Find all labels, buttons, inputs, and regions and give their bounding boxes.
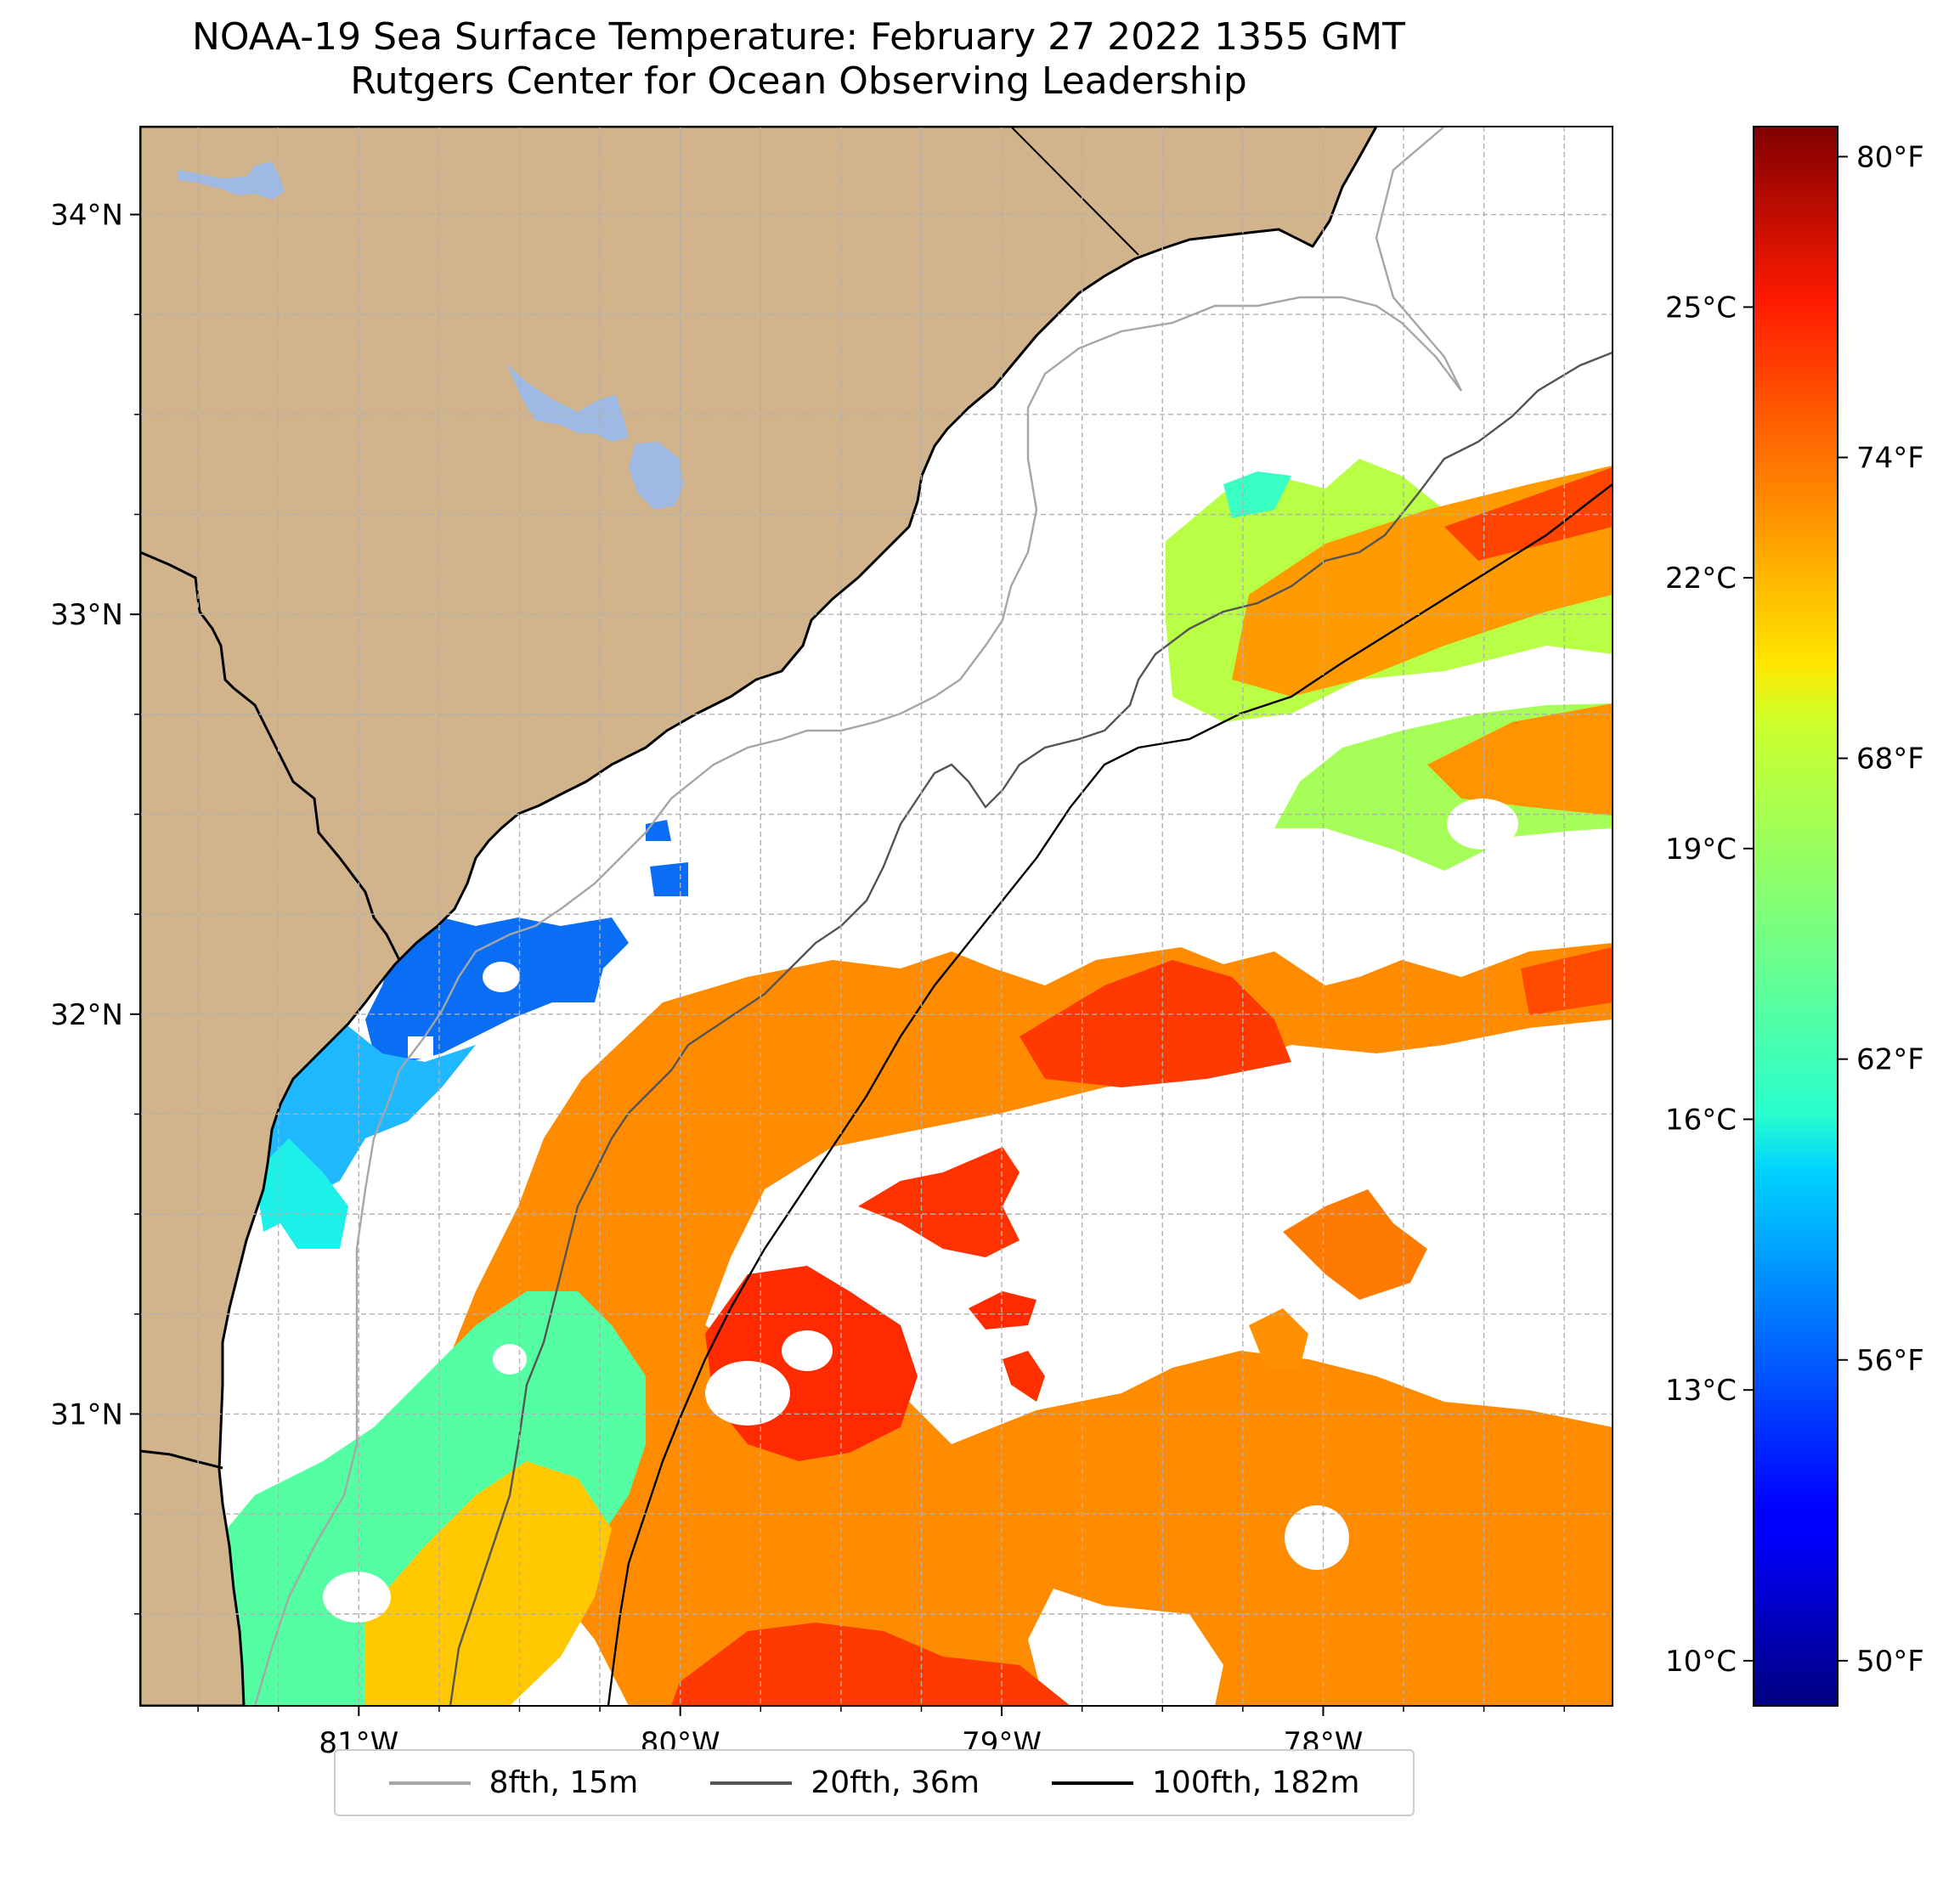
celsius-tick-label: 25°C: [1665, 291, 1737, 325]
land-mainland: [140, 127, 1378, 1706]
fahrenheit-tick-label: 80°F: [1856, 140, 1924, 174]
isobath-20fth: [449, 351, 1613, 1706]
sst-patch-island-c: [969, 1291, 1036, 1330]
celsius-tick-label: 10°C: [1665, 1645, 1737, 1679]
legend-line-100fth: [1052, 1781, 1134, 1785]
legend-label-100fth: 100fth, 182m: [1152, 1765, 1360, 1800]
isobath-legend: 8fth, 15m 20fth, 36m 100fth, 182m: [334, 1749, 1415, 1816]
legend-line-20fth: [710, 1781, 793, 1785]
sst-gap-east-mid: [1447, 799, 1518, 850]
fahrenheit-tick-label: 68°F: [1856, 742, 1924, 776]
sst-gap-3: [1285, 1505, 1349, 1570]
sst-gap-2: [782, 1330, 833, 1371]
celsius-tick-label: 22°C: [1665, 562, 1737, 596]
legend-entry-100fth: 100fth, 182m: [1052, 1765, 1359, 1800]
sst-patch-hot-south: [671, 1623, 1070, 1706]
isobath-100fth: [607, 483, 1613, 1706]
sst-patch-coastal-blue-spot-2: [650, 862, 688, 896]
lake-north: [178, 161, 285, 200]
title-line-2: Rutgers Center for Ocean Observing Leade…: [350, 59, 1247, 103]
celsius-tick-label: 13°C: [1665, 1374, 1737, 1408]
sst-patch-island-d: [1003, 1351, 1045, 1402]
colorbar: [1753, 126, 1839, 1707]
fahrenheit-tick-label: 56°F: [1856, 1344, 1924, 1378]
title-line-1: NOAA-19 Sea Surface Temperature: Februar…: [192, 15, 1405, 59]
lake-marion: [506, 364, 629, 442]
legend-line-8fth: [388, 1781, 471, 1785]
sst-patch-island-a: [858, 1147, 1020, 1257]
fahrenheit-tick-label: 62°F: [1856, 1043, 1924, 1077]
map-frame: [139, 126, 1613, 1707]
sst-gap-5: [323, 1572, 391, 1623]
sst-gap-1: [705, 1361, 790, 1426]
colorbar-ticks: 10°C 13°C 16°C 19°C 22°C 25°C 50°F 56°F 62°F 68°F…: [1665, 140, 1924, 1678]
sst-patch-southwest-yellow: [365, 1461, 612, 1706]
sst-patch-ne-cyan: [1223, 471, 1291, 518]
figure-title: NOAA-19 Sea Surface Temperature: Februar…: [0, 15, 1597, 104]
sst-patch-east-mid-warm: [1427, 703, 1613, 816]
legend-label-8fth: 8fth, 15m: [489, 1765, 639, 1800]
fahrenheit-tick-label: 50°F: [1856, 1645, 1924, 1679]
fahrenheit-tick-label: 74°F: [1856, 442, 1924, 476]
lake-moultrie: [629, 442, 684, 510]
legend-entry-8fth: 8fth, 15m: [388, 1765, 639, 1800]
sst-gap-4: [493, 1344, 527, 1375]
lat-tick-label: 31°N: [50, 1397, 123, 1431]
legend-label-20fth: 20fth, 36m: [811, 1765, 980, 1800]
sst-gap-6: [483, 962, 520, 992]
sst-patch-island-e: [1249, 1308, 1308, 1368]
celsius-tick-label: 16°C: [1665, 1104, 1737, 1138]
lat-tick-label: 32°N: [50, 998, 123, 1032]
state-border-fl-ga: [140, 1449, 223, 1470]
gridlines: [140, 127, 1613, 1706]
celsius-tick-label: 19°C: [1665, 833, 1737, 867]
sst-patch-hot-northcenter: [1020, 960, 1291, 1087]
sst-data-layer: [140, 459, 1613, 1706]
lat-tick-label: 34°N: [50, 199, 123, 233]
legend-entry-20fth: 20fth, 36m: [710, 1765, 980, 1800]
state-border-nc-sc: [1010, 127, 1139, 256]
sst-patch-island-b: [1283, 1189, 1427, 1300]
lat-tick-label: 33°N: [50, 598, 123, 632]
state-border-sc-ga: [140, 550, 401, 961]
sst-patch-hot-east: [1521, 947, 1613, 1015]
